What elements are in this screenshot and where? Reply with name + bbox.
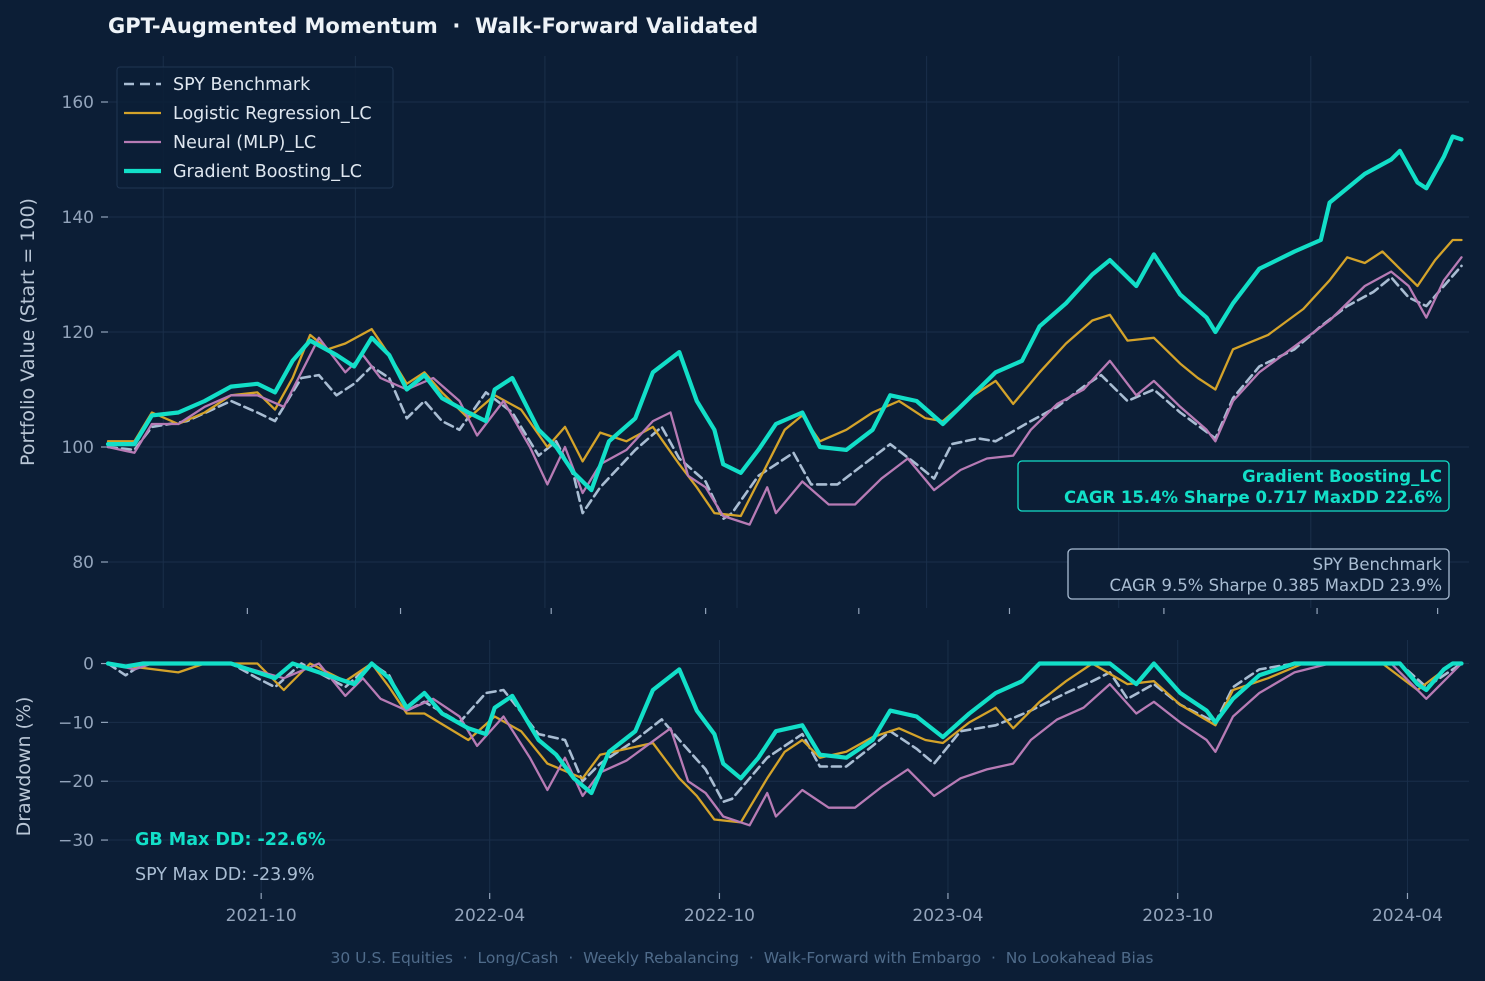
x-tick-label: 2021-10 [226,906,297,926]
y-tick-label: 80 [72,553,94,573]
legend: SPY Benchmark Logistic Regression_LC Neura… [116,66,394,189]
x-tick-label: 2024-04 [1372,906,1443,926]
spy-max-dd-label: SPY Max DD: -23.9% [135,865,315,885]
chart-title: GPT-Augmented Momentum · Walk-Forward Va… [108,14,758,38]
series-line-logistic [106,662,1463,824]
series-line-spy [106,264,1463,521]
x-tick-label: 2023-10 [1142,906,1213,926]
equity-curve-panel: 80 100 120 140 160 Portfolio Value (Start = 1… [17,56,1469,614]
x-tick-label: 2022-10 [684,906,755,926]
gb-stats-title: Gradient Boosting_LC [1242,467,1442,486]
y-tick-label: 160 [62,93,94,113]
y-tick-label: 140 [62,208,94,228]
chart-footer: 30 U.S. Equities · Long/Cash · Weekly Re… [331,949,1154,967]
spy-stats-values: CAGR 9.5% Sharpe 0.385 MaxDD 23.9% [1109,576,1442,595]
gb-stats-values: CAGR 15.4% Sharpe 0.717 MaxDD 22.6% [1064,488,1442,507]
legend-box [116,66,394,189]
legend-label-spy: SPY Benchmark [173,75,311,95]
y-tick-label: −10 [58,713,94,733]
legend-label-mlp: Neural (MLP)_LC [173,133,316,153]
y-tick-label: −30 [58,831,94,851]
spy-stats-title: SPY Benchmark [1313,555,1443,574]
series-line-mlp [106,256,1463,526]
series-line-gb [105,661,1464,796]
y-tick-label: 120 [62,323,94,343]
gb-stats-box: Gradient Boosting_LC CAGR 15.4% Sharpe 0.… [1017,460,1450,512]
y-tick-label: 100 [62,438,94,458]
gb-max-dd-label: GB Max DD: -22.6% [135,830,326,850]
legend-label-logistic: Logistic Regression_LC [173,104,372,124]
y-tick-label: 0 [83,655,94,675]
series-line-gb [105,134,1464,493]
y-axis-label: Drawdown (%) [13,697,35,837]
x-tick-label: 2022-04 [454,906,525,926]
legend-label-gb: Gradient Boosting_LC [173,162,362,182]
series-line-mlp [106,662,1463,827]
spy-stats-box: SPY Benchmark CAGR 9.5% Sharpe 0.385 MaxD… [1067,548,1450,600]
x-tick-label: 2023-04 [912,906,983,926]
y-axis-label: Portfolio Value (Start = 100) [17,198,39,466]
gb-stats-frame [1017,460,1450,512]
spy-stats-frame [1067,548,1450,600]
series-line-logistic [106,238,1463,518]
drawdown-panel: 0 −10 −20 −30 2021-10 2022-04 2022-10 2023-04 20… [13,640,1469,926]
y-tick-label: −20 [58,772,94,792]
